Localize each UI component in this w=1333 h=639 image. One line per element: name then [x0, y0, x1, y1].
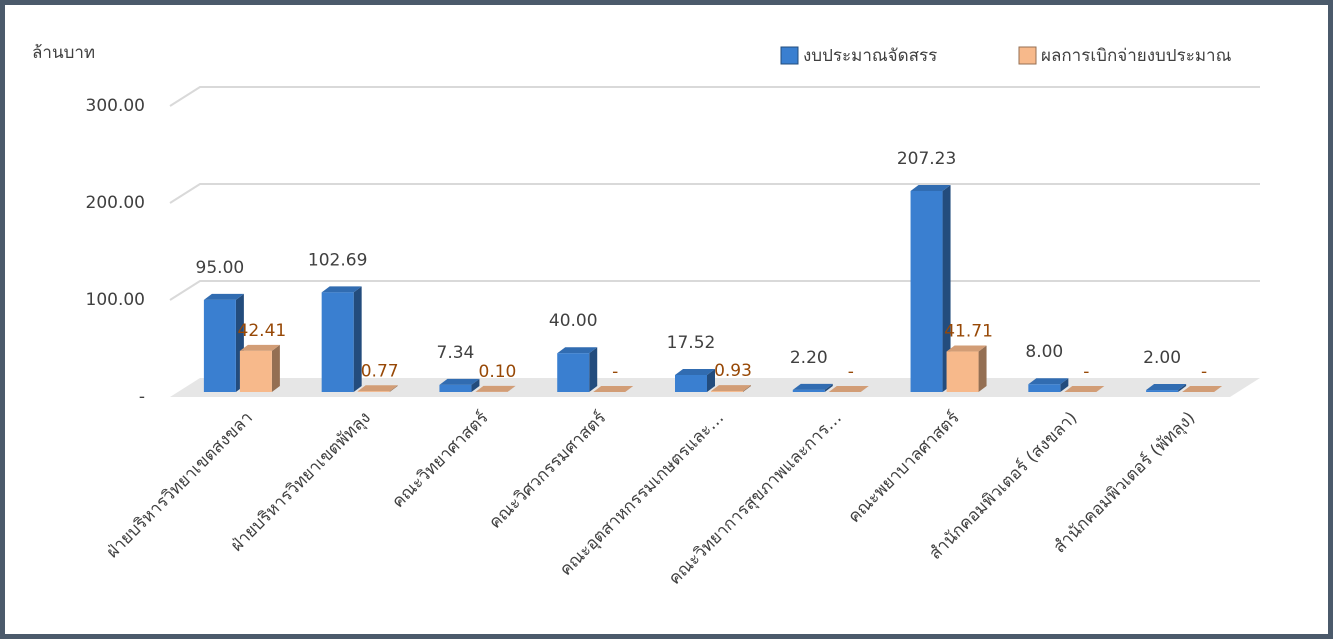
- bar: [321, 292, 354, 392]
- bar-top: [792, 383, 833, 390]
- data-label: 95.00: [196, 258, 245, 278]
- bar-3d: [1182, 386, 1223, 392]
- data-label: 40.00: [549, 311, 598, 331]
- data-label: 2.00: [1143, 348, 1181, 368]
- bar-top: [593, 386, 634, 392]
- data-label: -: [612, 362, 618, 382]
- bar-top: [239, 344, 280, 351]
- y-tick-label: 300.00: [86, 96, 145, 116]
- data-label: -: [1201, 362, 1207, 382]
- data-label: 0.93: [714, 361, 752, 381]
- bar-3d: [1146, 384, 1187, 392]
- bar: [711, 391, 743, 392]
- bar-side: [353, 286, 362, 392]
- bar-3d: [203, 293, 244, 392]
- data-label: 7.34: [437, 343, 475, 363]
- bar-3d: [910, 184, 951, 392]
- data-label: -: [848, 362, 854, 382]
- bar: [792, 389, 825, 392]
- bar-3d: [357, 385, 398, 392]
- data-label: -: [1083, 362, 1089, 382]
- y-tick-label: 100.00: [86, 290, 145, 310]
- bar-top: [1146, 384, 1187, 391]
- bar-top: [557, 347, 598, 354]
- bar-3d: [557, 347, 598, 392]
- bar-top: [475, 385, 516, 392]
- bar-3d: [475, 385, 516, 392]
- bar-top: [910, 184, 951, 191]
- bar-side: [389, 385, 398, 392]
- y-tick-label: -: [139, 387, 145, 407]
- bar: [675, 375, 707, 392]
- bar: [439, 384, 472, 392]
- bar-top: [1064, 386, 1105, 392]
- bar-3d: [675, 369, 715, 392]
- data-label: 41.71: [944, 322, 993, 342]
- grid-line: [169, 183, 1260, 204]
- bar-top: [357, 385, 398, 392]
- legend-swatch: [1018, 46, 1037, 65]
- bar-side: [707, 369, 715, 392]
- bar-top: [1182, 386, 1223, 392]
- bar-3d: [1028, 378, 1069, 392]
- y-axis-label: ล้านบาท: [32, 43, 95, 63]
- bar-top: [1028, 378, 1069, 385]
- bar-top: [203, 293, 244, 300]
- bar-top: [439, 378, 480, 385]
- bar-side: [1060, 378, 1069, 392]
- data-label: 2.20: [790, 348, 828, 368]
- bar-3d: [239, 344, 280, 392]
- bar: [557, 353, 590, 392]
- bar-3d: [321, 286, 362, 392]
- legend-label: งบประมาณจัดสรร: [803, 46, 937, 66]
- bar-3d: [593, 386, 634, 392]
- grid-line: [169, 86, 1260, 107]
- bar-side: [507, 385, 516, 392]
- bar-side: [978, 345, 987, 392]
- legend-swatch: [780, 46, 799, 65]
- bar-3d: [828, 386, 869, 392]
- data-label: 0.77: [361, 361, 399, 381]
- bar: [910, 190, 943, 392]
- data-label: 8.00: [1025, 342, 1063, 362]
- bar: [946, 351, 979, 392]
- legend-label: ผลการเบิกจ่ายงบประมาณ: [1041, 46, 1232, 66]
- data-label: 42.41: [238, 321, 287, 341]
- bar: [203, 299, 236, 392]
- bar: [1146, 390, 1179, 392]
- bar-side: [589, 347, 598, 392]
- bar-side: [743, 385, 751, 392]
- grid-line: [169, 280, 1260, 301]
- bar-3d: [1064, 386, 1105, 392]
- bar-top: [946, 345, 987, 352]
- data-label: 17.52: [667, 333, 716, 353]
- bar-side: [471, 378, 480, 392]
- bar-side: [1178, 384, 1187, 392]
- data-label: 102.69: [308, 250, 367, 270]
- bar-top: [321, 286, 362, 293]
- bar-3d: [439, 378, 480, 392]
- bar-top: [675, 369, 715, 376]
- bar-top: [711, 385, 751, 392]
- bar-3d: [792, 383, 833, 392]
- bar-top: [828, 386, 869, 392]
- data-label: 0.10: [479, 362, 517, 382]
- bar-side: [942, 184, 951, 392]
- bar-side: [824, 383, 833, 392]
- bar-3d: [711, 385, 751, 392]
- bar-3d: [946, 345, 987, 392]
- y-tick-label: 200.00: [86, 193, 145, 213]
- bar-side: [271, 344, 280, 392]
- bar: [239, 350, 272, 392]
- bar: [1028, 384, 1061, 392]
- bar: [357, 391, 390, 392]
- data-label: 207.23: [897, 149, 956, 169]
